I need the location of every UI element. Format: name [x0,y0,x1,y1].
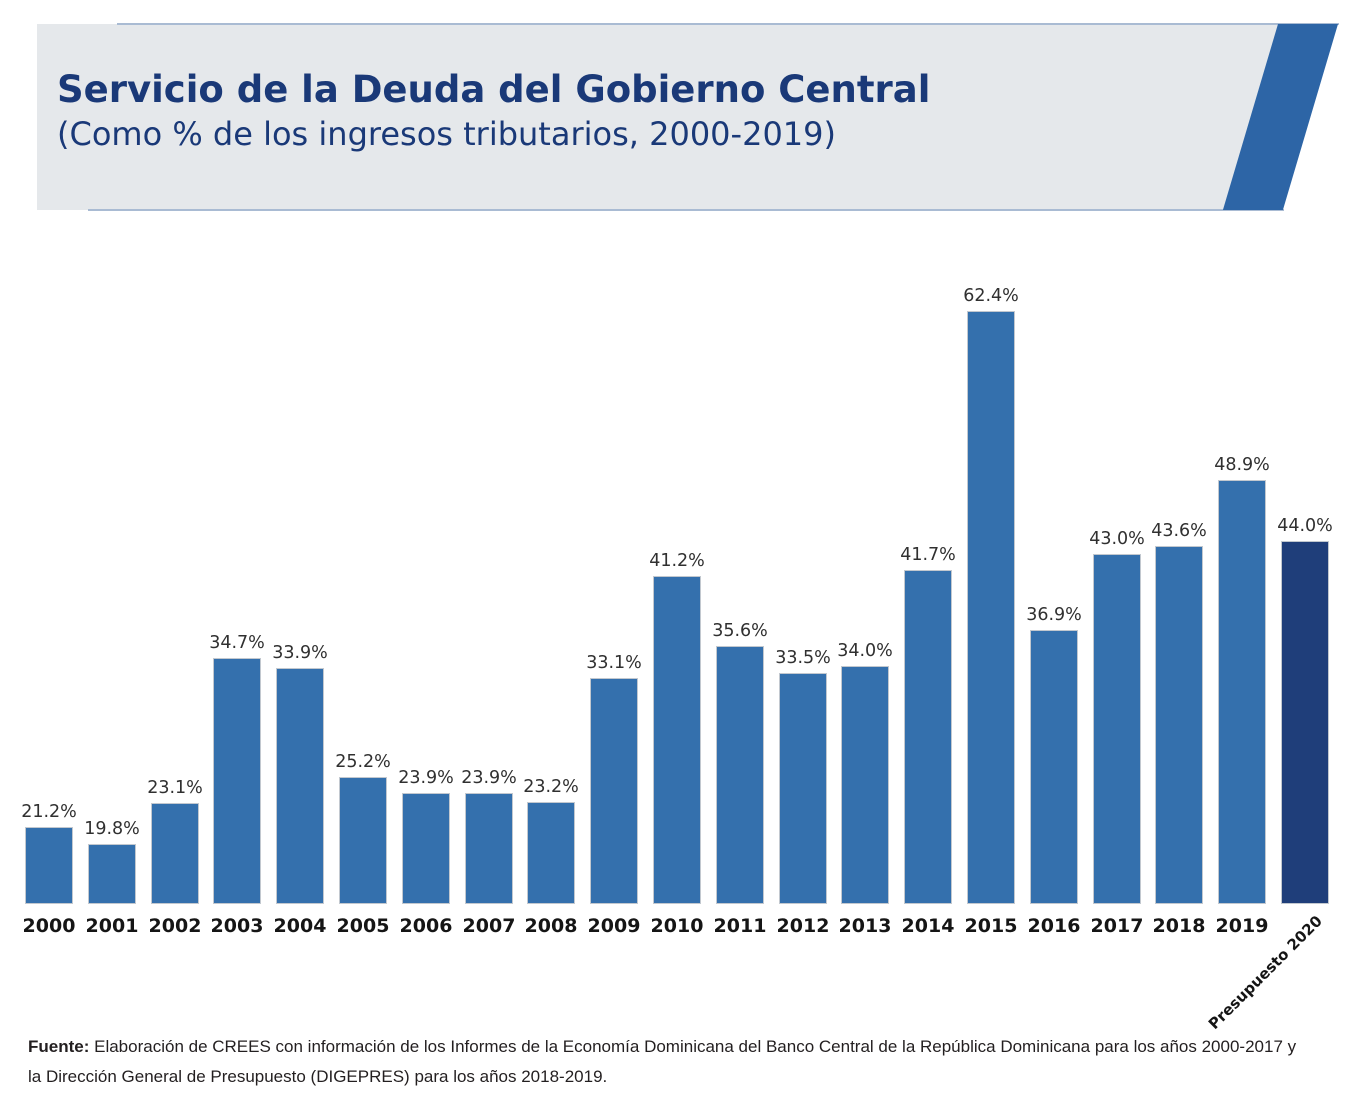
bar-2016 [1030,630,1078,904]
page-subtitle: (Como % de los ingresos tributarios, 200… [57,115,836,153]
bar-2017 [1093,554,1141,904]
source-note: Fuente: Elaboración de CREES con informa… [28,1032,1338,1092]
value-label-2006: 23.9% [398,768,454,788]
x-tick-label-2008: 2008 [524,915,578,937]
bar-2000 [25,827,73,904]
value-label-2012: 33.5% [775,648,831,668]
value-label-2001: 19.8% [84,819,140,839]
x-tick-label-2018: 2018 [1152,915,1206,937]
bar-2010 [653,576,701,904]
value-label-2008: 23.2% [523,777,579,797]
x-tick-label-2016: 2016 [1027,915,1081,937]
x-tick-label-2004: 2004 [273,915,327,937]
value-label-2013: 34.0% [837,641,893,661]
value-label-2017: 43.0% [1089,529,1145,549]
x-tick-label-2014: 2014 [901,915,955,937]
x-tick-label-2012: 2012 [776,915,830,937]
x-tick-label-2011: 2011 [713,915,767,937]
value-label-2004: 33.9% [272,643,328,663]
bar-2007 [465,793,513,904]
bar-2005 [339,777,387,904]
value-label-2007: 23.9% [461,768,517,788]
value-label-2016: 36.9% [1026,605,1082,625]
bar-2003 [213,658,261,904]
bar-2002 [151,803,199,904]
bar-2014 [904,570,952,904]
x-tick-label-2010: 2010 [650,915,704,937]
bar-2009 [590,678,638,904]
x-tick-label-2002: 2002 [148,915,202,937]
x-tick-label-2013: 2013 [838,915,892,937]
bar-2001 [88,844,136,904]
x-tick-label-2007: 2007 [462,915,516,937]
header-top-rule [117,23,1339,25]
value-label-2019: 48.9% [1214,455,1270,475]
value-label-2005: 25.2% [335,752,391,772]
bar-Presupuesto 2020 [1281,541,1329,904]
source-prefix: Fuente: [28,1037,90,1056]
x-tick-label-2019: 2019 [1215,915,1269,937]
bar-chart: 21.2% 2000 19.8% 2001 23.1% 2002 34.7% 2003 33.9… [0,210,1360,1060]
bar-2011 [716,646,764,904]
x-tick-label-2006: 2006 [399,915,453,937]
source-line2: la Dirección General de Presupuesto (DIG… [28,1067,608,1086]
value-label-2003: 34.7% [209,633,265,653]
x-tick-label-2015: 2015 [964,915,1018,937]
value-label-2000: 21.2% [21,802,77,822]
header-bottom-rule [88,209,1284,211]
value-label-2009: 33.1% [586,653,642,673]
x-tick-label-2001: 2001 [85,915,139,937]
x-tick-label-2009: 2009 [587,915,641,937]
bar-2013 [841,666,889,904]
bar-2019 [1218,480,1266,904]
value-label-2015: 62.4% [963,286,1019,306]
value-label-2014: 41.7% [900,545,956,565]
bar-2004 [276,668,324,904]
source-line1: Elaboración de CREES con información de … [89,1037,1297,1056]
bar-2012 [779,673,827,904]
header-text: Servicio de la Deuda del Gobierno Centra… [57,66,930,154]
x-tick-label-2017: 2017 [1090,915,1144,937]
value-label-Presupuesto 2020: 44.0% [1277,516,1333,536]
bar-2008 [527,802,575,904]
bar-2018 [1155,546,1203,904]
x-tick-label-2000: 2000 [22,915,76,937]
header-banner [37,24,1278,210]
page-title: Servicio de la Deuda del Gobierno Centra… [57,68,931,111]
value-label-2010: 41.2% [649,551,705,571]
x-tick-label-2005: 2005 [336,915,390,937]
bar-2006 [402,793,450,904]
x-tick-label-2003: 2003 [210,915,264,937]
value-label-2002: 23.1% [147,778,203,798]
value-label-2011: 35.6% [712,621,768,641]
bar-2015 [967,311,1015,904]
value-label-2018: 43.6% [1151,521,1207,541]
